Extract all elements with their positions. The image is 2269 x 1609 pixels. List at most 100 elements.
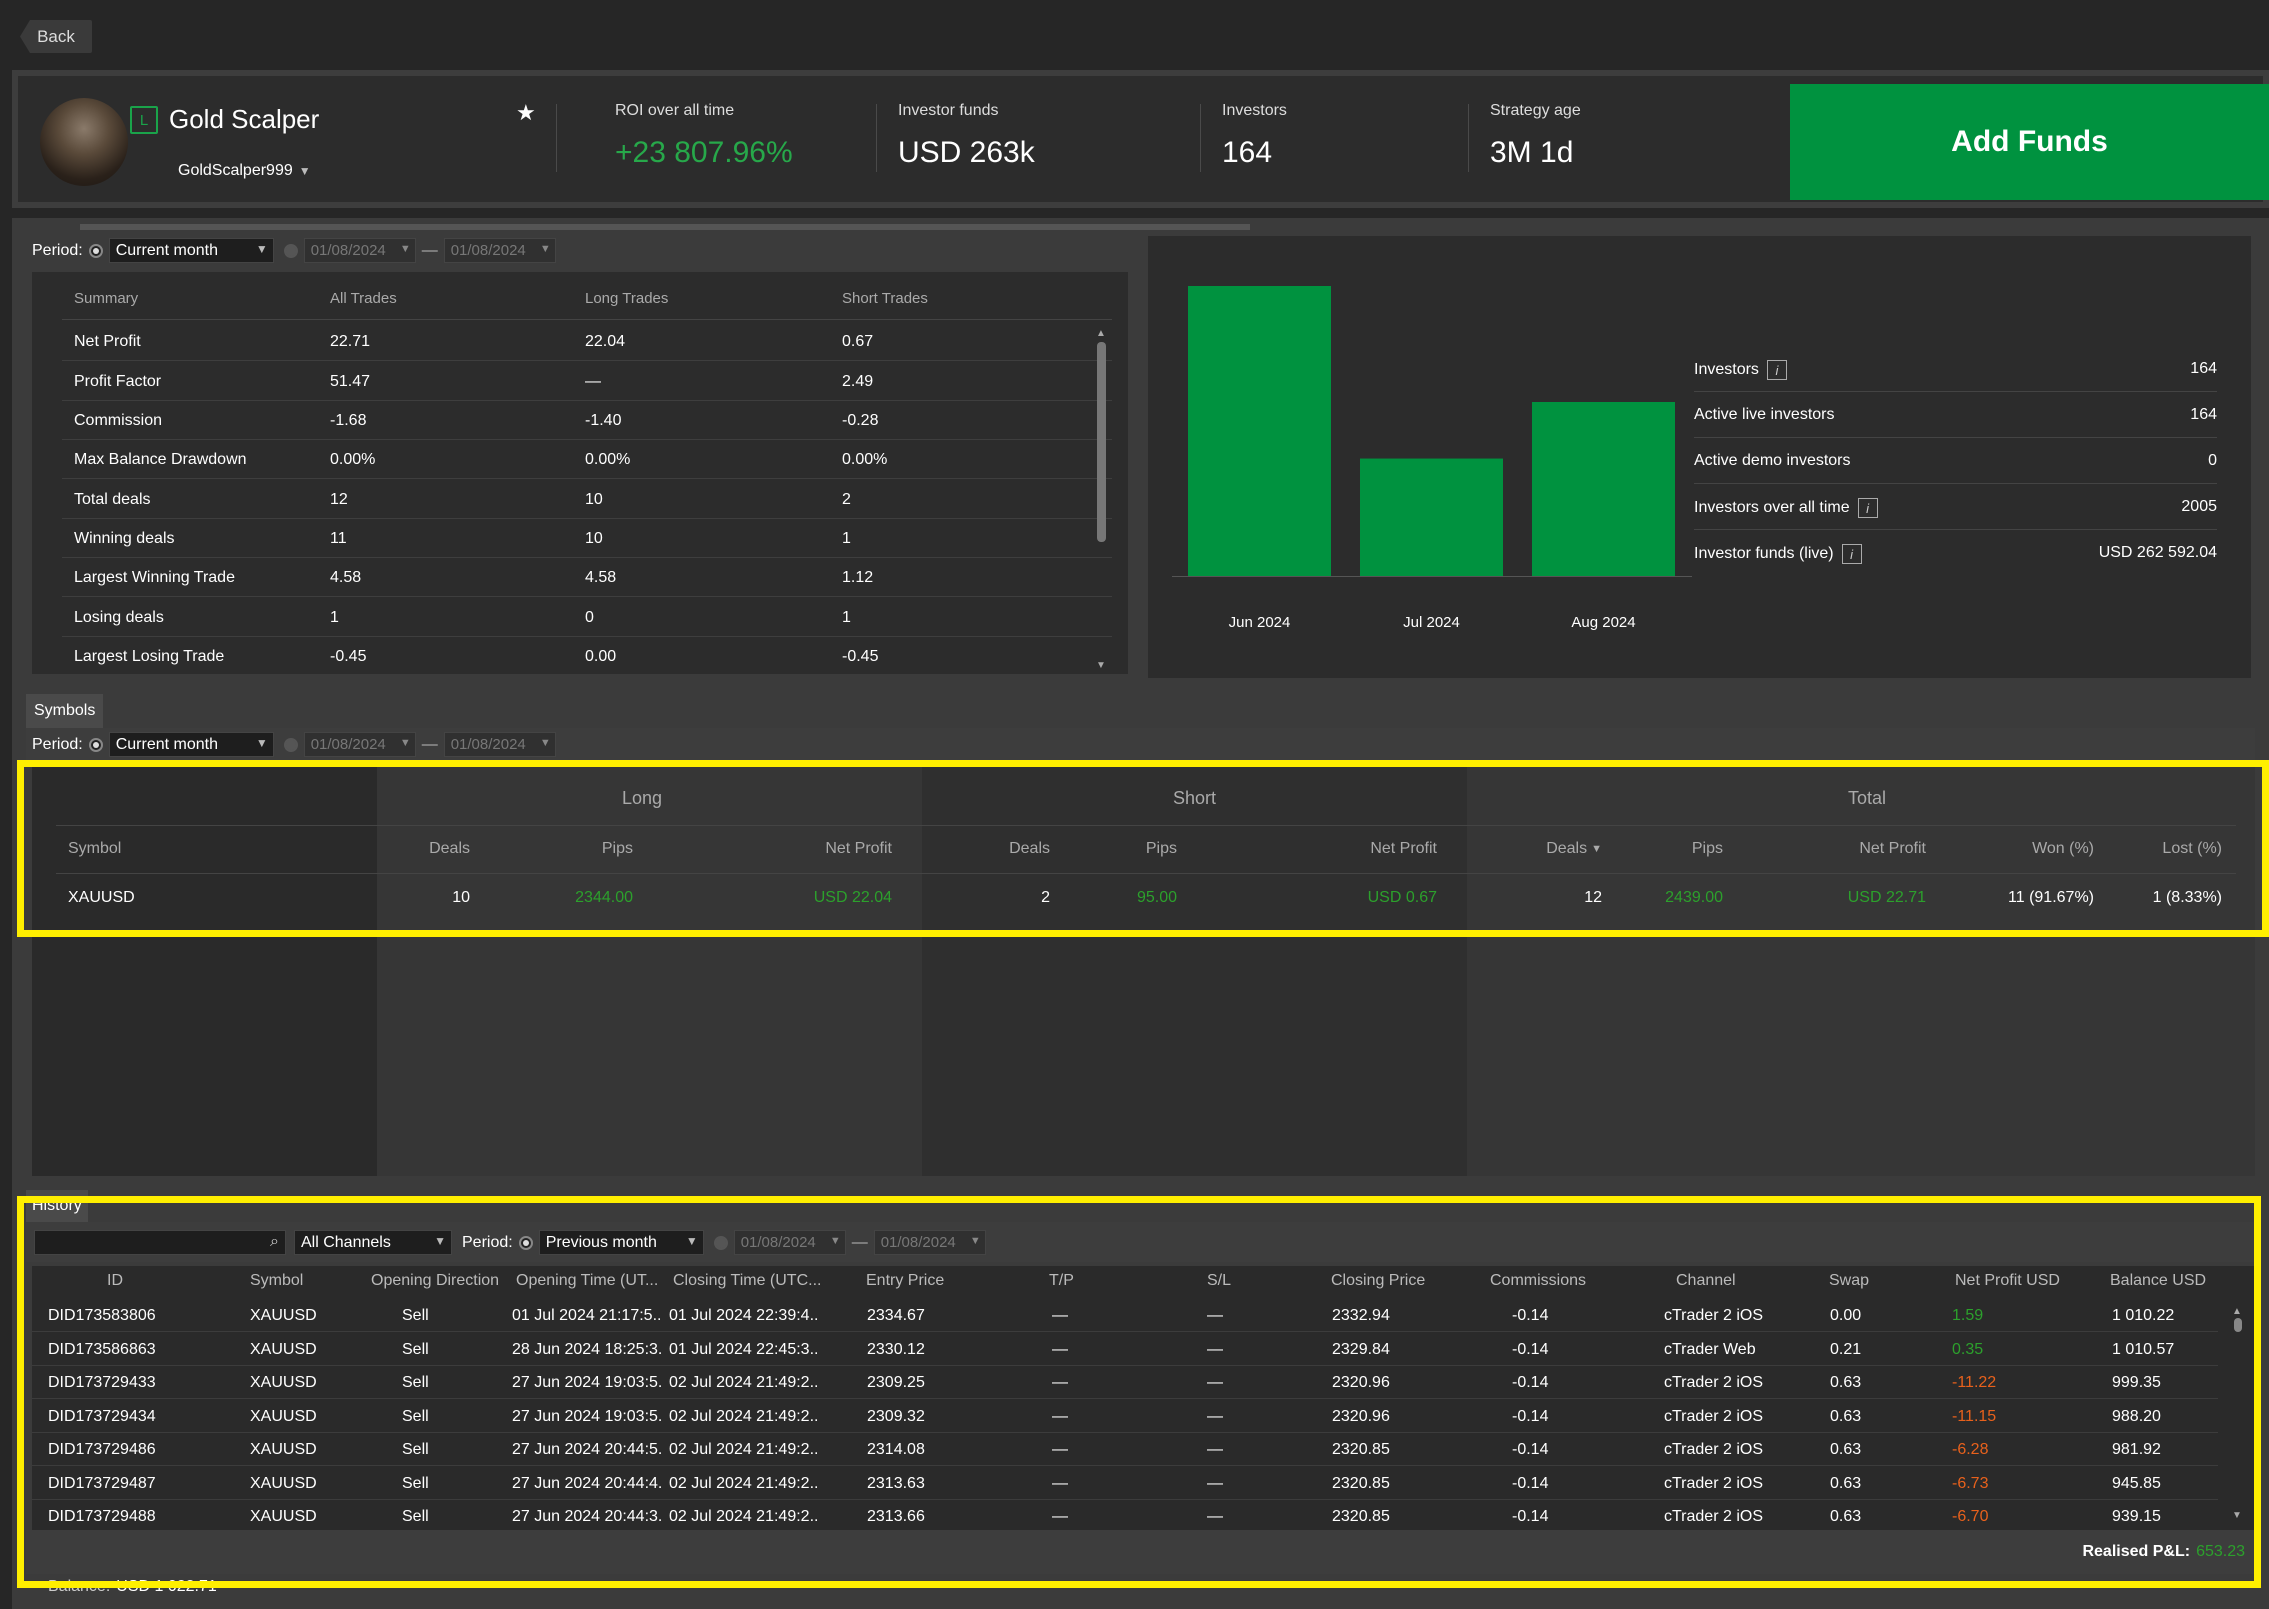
cell: -6.73	[1952, 1474, 1989, 1492]
cell: 11	[330, 530, 347, 547]
date-from-field[interactable]: 01/08/2024 ▼	[733, 1230, 846, 1255]
scroll-up-icon[interactable]: ▲	[2232, 1306, 2242, 1317]
panel-resize-bar[interactable]	[80, 224, 1250, 230]
date-from-field[interactable]: 01/08/2024 ▼	[303, 238, 416, 263]
col-all-trades: All Trades	[330, 290, 397, 307]
scrollbar-thumb[interactable]	[2234, 1318, 2242, 1332]
history-search-input[interactable]: ⌕	[34, 1230, 286, 1255]
col-header[interactable]: Channel	[1676, 1272, 1736, 1289]
period-custom-radio[interactable]	[283, 737, 298, 752]
period-custom-radio[interactable]	[713, 1235, 728, 1250]
col-header[interactable]: Symbol	[250, 1272, 304, 1289]
date-to-field[interactable]: 01/08/2024 ▼	[443, 238, 556, 263]
info-icon[interactable]: i	[1766, 360, 1787, 380]
scrollbar-thumb[interactable]	[1097, 342, 1106, 542]
channel-select[interactable]: All Channels ▼	[294, 1230, 452, 1255]
cell: -0.14	[1512, 1441, 1549, 1458]
date-to-field[interactable]: 01/08/2024 ▼	[443, 732, 556, 757]
col-header[interactable]: Swap	[1829, 1272, 1870, 1289]
table-row[interactable]: DID173583806 XAUUSD Sell 01 Jul 2024 21:17:…	[32, 1299, 2218, 1332]
col-header[interactable]: Opening Direction	[371, 1272, 500, 1289]
cell: XAUUSD	[250, 1307, 317, 1324]
cell: cTrader 2 iOS	[1664, 1407, 1763, 1425]
col-header[interactable]: Entry Price	[866, 1272, 945, 1289]
period-value: Current month	[115, 735, 218, 753]
cell: -0.14	[1512, 1307, 1549, 1324]
chart-bar[interactable]	[1532, 402, 1675, 576]
row-label: Active live investors	[1694, 406, 1835, 423]
stat-investors: Investors 164	[1222, 102, 1287, 170]
scroll-down-icon[interactable]: ▼	[2232, 1510, 2242, 1521]
info-icon[interactable]: i	[1857, 498, 1878, 518]
period-select[interactable]: Current month ▼	[108, 238, 274, 263]
favorite-star-icon[interactable]: ★	[516, 100, 536, 125]
table-row[interactable]: DID173729487 XAUUSD Sell 27 Jun 2024 20:44:…	[32, 1467, 2218, 1500]
cell: —	[1052, 1474, 1068, 1492]
add-funds-button[interactable]: Add Funds	[1790, 84, 2269, 200]
tab-history[interactable]: History	[26, 1190, 88, 1222]
period-preset-radio[interactable]	[88, 243, 103, 258]
strategy-header: L Gold Scalper GoldScalper999 ▼ ★ ROI ove…	[12, 70, 2269, 208]
date-to: 01/08/2024	[880, 1234, 956, 1251]
col-header[interactable]: Commissions	[1490, 1272, 1587, 1289]
period-custom-radio[interactable]	[283, 243, 298, 258]
scroll-down-icon[interactable]: ▼	[1096, 660, 1106, 671]
summary-table: Summary All Trades Long Trades Short Tra…	[32, 272, 1128, 674]
col-header[interactable]: Opening Time (UT...	[516, 1272, 659, 1289]
cell: DID173729433	[48, 1374, 156, 1391]
chart-bar[interactable]	[1360, 458, 1503, 576]
cell-symbol: XAUUSD	[68, 889, 135, 906]
cell: 02 Jul 2024 21:49:2...	[669, 1508, 819, 1525]
tab-symbols[interactable]: Symbols	[26, 694, 104, 728]
period-preset-radio[interactable]	[518, 1235, 533, 1250]
cell: 0.63	[1830, 1374, 1862, 1391]
back-button[interactable]: Back	[20, 20, 92, 53]
table-row[interactable]: XAUUSD 10 2344.00 USD 22.04 2 95.00 USD …	[32, 874, 2255, 922]
col-header[interactable]: T/P	[1049, 1272, 1074, 1289]
table-row[interactable]: DID173729433 XAUUSD Sell 27 Jun 2024 19:03:…	[32, 1366, 2218, 1399]
col-total-deals-sort[interactable]: Deals ▼	[1546, 840, 1602, 858]
stat-value: +23 807.96%	[615, 136, 793, 169]
cell: 01 Jul 2024 22:39:4...	[669, 1307, 819, 1324]
row-value: 164	[2190, 406, 2217, 423]
col-header[interactable]: Closing Price	[1331, 1272, 1426, 1289]
col-header[interactable]: ID	[107, 1272, 123, 1289]
symbols-filter-bar: Period: Current month ▼ 01/08/2024 ▼ — 01/…	[26, 728, 2255, 762]
cell: 0	[585, 609, 594, 626]
scroll-up-icon[interactable]: ▲	[1096, 328, 1106, 339]
owner-dropdown[interactable]: GoldScalper999 ▼	[178, 162, 311, 180]
search-icon: ⌕	[270, 1233, 279, 1250]
history-filters: ⌕ All Channels ▼ Period: Previous month ▼ …	[34, 1230, 986, 1255]
chart-bar[interactable]	[1188, 286, 1331, 576]
col-header[interactable]: Net Profit USD	[1955, 1272, 2060, 1289]
info-icon[interactable]: i	[1841, 544, 1862, 564]
cell: 1	[842, 609, 851, 626]
cell: -0.14	[1512, 1407, 1549, 1425]
table-row[interactable]: DID173729488 XAUUSD Sell 27 Jun 2024 20:44:…	[32, 1500, 2218, 1533]
cell: -11.15	[1952, 1407, 1997, 1425]
period-select[interactable]: Previous month ▼	[538, 1230, 704, 1255]
cell: 1.59	[1952, 1307, 1984, 1324]
col-header[interactable]: Balance USD	[2110, 1272, 2207, 1289]
cell: —	[1207, 1307, 1223, 1324]
table-row[interactable]: DID173729486 XAUUSD Sell 27 Jun 2024 20:44:…	[32, 1433, 2218, 1466]
cell: 0.63	[1830, 1407, 1862, 1425]
stat-label: Investors	[1222, 102, 1287, 119]
cell: -6.28	[1952, 1441, 1989, 1458]
col-header[interactable]: Closing Time (UTC...	[673, 1272, 822, 1289]
period-select[interactable]: Current month ▼	[108, 732, 274, 757]
cell: Winning deals	[74, 530, 175, 547]
col-long-net-profit: Net Profit	[825, 840, 892, 857]
table-row[interactable]: DID173586863 XAUUSD Sell 28 Jun 2024 18:25:…	[32, 1333, 2218, 1366]
col-lost-pct: Lost (%)	[2162, 840, 2222, 857]
cell: Sell	[402, 1407, 429, 1425]
cell: 2334.67	[867, 1307, 925, 1324]
period-preset-radio[interactable]	[88, 737, 103, 752]
period-value: Previous month	[545, 1233, 657, 1251]
col-summary: Summary	[74, 290, 139, 307]
date-from-field[interactable]: 01/08/2024 ▼	[303, 732, 416, 757]
col-header[interactable]: S/L	[1207, 1272, 1232, 1289]
chevron-down-icon: ▼	[399, 243, 411, 255]
table-row[interactable]: DID173729434 XAUUSD Sell 27 Jun 2024 19:03:…	[32, 1400, 2218, 1433]
date-to-field[interactable]: 01/08/2024 ▼	[873, 1230, 986, 1255]
